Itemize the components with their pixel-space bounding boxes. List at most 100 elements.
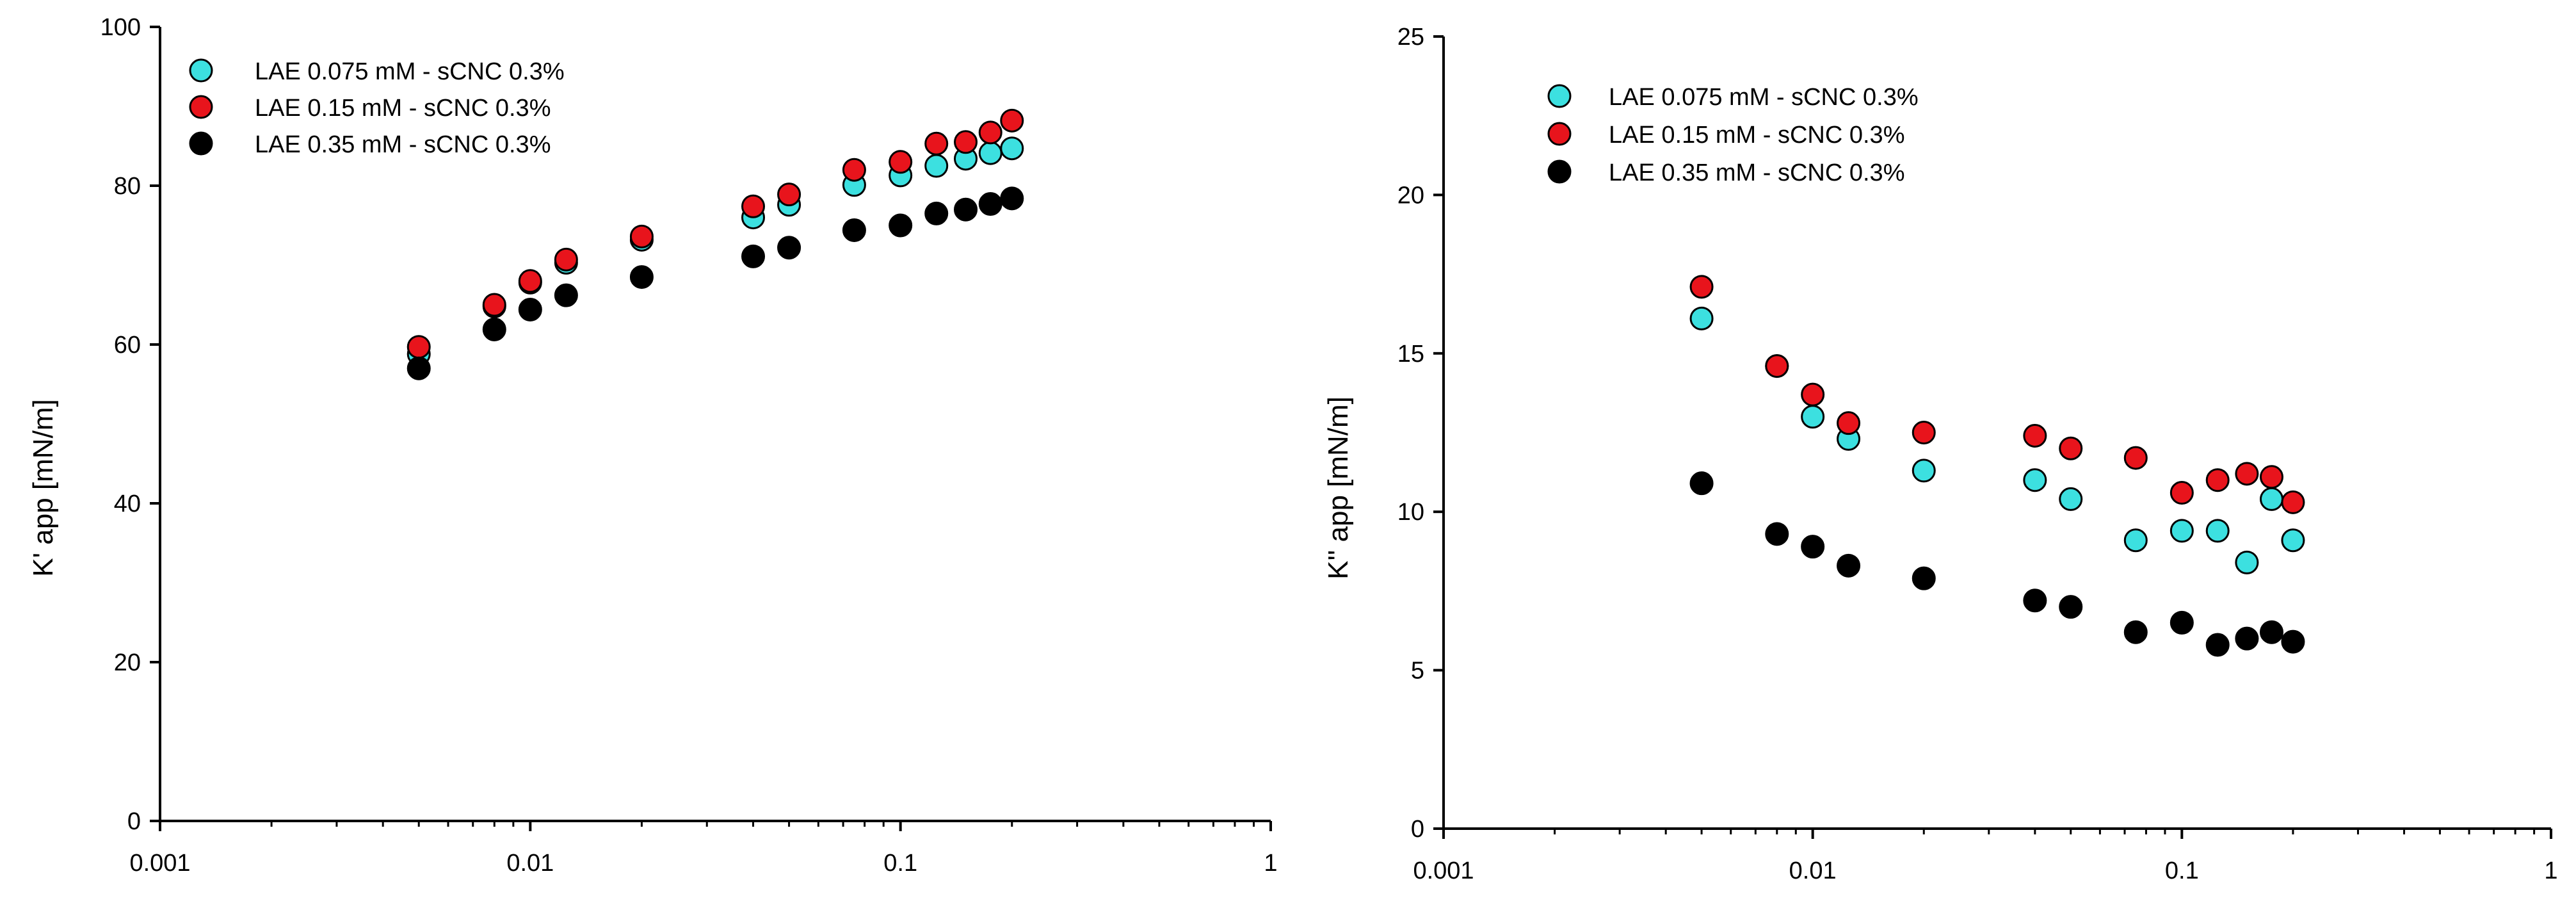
right-point-series-2 bbox=[2259, 620, 2283, 644]
left-legend-marker-0 bbox=[189, 58, 213, 83]
left-legend: LAE 0.075 mM - sCNC 0.3% LAE 0.15 mM - s… bbox=[189, 58, 565, 158]
left-point-series-1 bbox=[518, 269, 542, 293]
left-point-series-2 bbox=[889, 213, 913, 238]
right-point-series-0 bbox=[1912, 459, 1936, 483]
right-point-series-0 bbox=[2205, 519, 2230, 543]
right-y-tick-label: 10 bbox=[1397, 499, 1424, 526]
right-point-series-1 bbox=[1837, 411, 1861, 435]
left-legend-label-1: LAE 0.15 mM - sCNC 0.3% bbox=[255, 95, 551, 122]
left-point-series-2 bbox=[842, 218, 866, 242]
right-point-series-2 bbox=[2205, 633, 2230, 657]
right-point-series-1 bbox=[2205, 468, 2230, 492]
right-legend: LAE 0.075 mM - sCNC 0.3% LAE 0.15 mM - s… bbox=[1547, 84, 1919, 186]
left-legend-label-2: LAE 0.35 mM - sCNC 0.3% bbox=[255, 131, 551, 158]
right-point-series-1 bbox=[2059, 436, 2083, 460]
left-legend-label-0: LAE 0.075 mM - sCNC 0.3% bbox=[255, 58, 565, 85]
left-point-series-2 bbox=[777, 236, 801, 260]
right-x-tick-label: 0.1 bbox=[2165, 857, 2199, 884]
left-point-series-0 bbox=[1000, 136, 1024, 161]
left-point-series-1 bbox=[954, 130, 978, 154]
left-point-series-1 bbox=[554, 247, 578, 272]
right-point-series-1 bbox=[1765, 354, 1789, 378]
right-markers bbox=[1689, 275, 2305, 657]
left-y-tick-label: 60 bbox=[114, 332, 141, 359]
right-legend-label-2: LAE 0.35 mM - sCNC 0.3% bbox=[1609, 159, 1904, 186]
left-point-series-1 bbox=[1000, 108, 1024, 133]
left-point-series-2 bbox=[554, 283, 578, 307]
right-point-series-1 bbox=[2169, 481, 2194, 505]
right-point-series-1 bbox=[1801, 382, 1825, 407]
right-point-series-1 bbox=[1912, 421, 1936, 444]
left-markers bbox=[407, 108, 1024, 380]
left-y-tick-label: 40 bbox=[114, 491, 141, 517]
left-legend-marker-1 bbox=[189, 95, 213, 119]
right-legend-label-0: LAE 0.075 mM - sCNC 0.3% bbox=[1609, 84, 1919, 111]
left-point-series-2 bbox=[518, 297, 542, 321]
right-point-series-0 bbox=[2259, 487, 2283, 511]
right-point-series-2 bbox=[2169, 610, 2194, 635]
left-point-series-2 bbox=[978, 192, 1002, 216]
right-chart: K'' app [mN/m] 0 5 10 15 20 25 0.001 0.01 0.1 1 L… bbox=[1323, 24, 2558, 884]
left-y-tick-label: 0 bbox=[127, 808, 141, 835]
right-point-series-1 bbox=[2281, 490, 2305, 514]
left-x-tick-label: 0.001 bbox=[129, 850, 190, 877]
left-y-tick-label: 80 bbox=[114, 173, 141, 200]
left-y-axis-label: K' app [mN/m] bbox=[28, 399, 59, 576]
left-point-series-1 bbox=[978, 120, 1002, 145]
right-point-series-2 bbox=[1689, 471, 1714, 496]
left-point-series-0 bbox=[978, 141, 1002, 165]
right-y-tick-label: 20 bbox=[1397, 182, 1424, 209]
right-point-series-1 bbox=[2023, 423, 2047, 448]
right-x-tick-label: 0.01 bbox=[1789, 857, 1837, 884]
right-point-series-2 bbox=[2281, 629, 2305, 654]
right-x-tick-label: 1 bbox=[2544, 857, 2557, 884]
right-point-series-1 bbox=[2123, 446, 2148, 470]
right-point-series-0 bbox=[2059, 487, 2083, 511]
left-point-series-2 bbox=[407, 356, 431, 380]
left-point-series-2 bbox=[924, 201, 949, 225]
right-legend-marker-2 bbox=[1547, 159, 1572, 184]
left-point-series-1 bbox=[407, 335, 431, 359]
left-x-tick-label: 0.01 bbox=[506, 850, 554, 877]
right-point-series-0 bbox=[2169, 519, 2194, 543]
right-point-series-2 bbox=[2235, 626, 2259, 651]
left-point-series-1 bbox=[924, 131, 949, 156]
right-legend-marker-1 bbox=[1547, 122, 1572, 146]
right-y-tick-label: 25 bbox=[1397, 24, 1424, 51]
left-point-series-0 bbox=[924, 154, 949, 178]
right-point-series-1 bbox=[1689, 275, 1714, 299]
right-point-series-0 bbox=[1801, 405, 1825, 429]
left-point-series-2 bbox=[629, 265, 654, 289]
left-point-series-1 bbox=[741, 194, 766, 218]
left-point-series-2 bbox=[482, 317, 506, 341]
right-point-series-0 bbox=[2281, 528, 2305, 553]
left-point-series-2 bbox=[1000, 186, 1024, 211]
left-axes: 0 20 40 60 80 100 0.001 0.01 0.1 1 bbox=[101, 14, 1278, 877]
left-point-series-1 bbox=[889, 150, 913, 174]
right-point-series-2 bbox=[2123, 620, 2148, 644]
right-point-series-2 bbox=[1912, 566, 1936, 590]
right-point-series-2 bbox=[2059, 595, 2083, 619]
right-point-series-2 bbox=[2023, 588, 2047, 613]
left-legend-marker-2 bbox=[189, 131, 213, 156]
right-axes: 0 5 10 15 20 25 0.001 0.01 0.1 1 bbox=[1397, 24, 2558, 884]
left-point-series-1 bbox=[842, 158, 866, 182]
right-point-series-2 bbox=[1765, 522, 1789, 546]
right-point-series-1 bbox=[2259, 465, 2283, 489]
right-legend-label-1: LAE 0.15 mM - sCNC 0.3% bbox=[1609, 122, 1904, 149]
right-point-series-0 bbox=[1689, 306, 1714, 330]
left-point-series-1 bbox=[629, 224, 654, 248]
left-y-tick-label: 100 bbox=[101, 14, 141, 41]
left-x-tick-label: 0.1 bbox=[883, 850, 917, 877]
right-point-series-0 bbox=[2023, 468, 2047, 492]
right-x-tick-label: 0.001 bbox=[1413, 857, 1474, 884]
right-y-axis-label: K'' app [mN/m] bbox=[1323, 396, 1354, 580]
right-legend-marker-0 bbox=[1547, 84, 1572, 108]
right-point-series-2 bbox=[1801, 535, 1825, 559]
left-point-series-1 bbox=[482, 293, 506, 317]
left-point-series-2 bbox=[741, 244, 766, 268]
right-point-series-2 bbox=[1837, 553, 1861, 578]
right-y-tick-label: 15 bbox=[1397, 341, 1424, 368]
